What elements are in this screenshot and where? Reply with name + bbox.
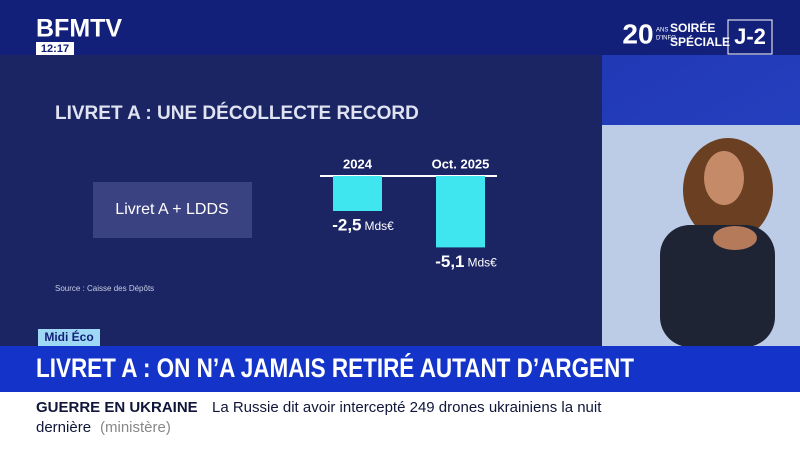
annotation-box xyxy=(93,182,252,238)
clock-box xyxy=(36,42,74,55)
chart-panel xyxy=(0,55,602,347)
value-label: -2,5 xyxy=(332,215,361,234)
anniversary-text: D'INFO xyxy=(656,36,676,42)
value-unit: Mds€ xyxy=(468,256,498,270)
ticker-band xyxy=(0,392,800,450)
tag: Midi Éco xyxy=(44,329,93,344)
anniversary-text: ANS xyxy=(656,28,668,34)
channel-logo: BFMTV xyxy=(36,15,122,43)
ticker-text: dernière xyxy=(36,419,91,436)
headline: LIVRET A : ON N’A JAMAIS RETIRÉ AUTANT D… xyxy=(36,352,634,383)
tag-box xyxy=(38,329,100,346)
ticker-note: (ministère) xyxy=(100,419,171,436)
bar xyxy=(436,176,485,248)
anniversary-number: 20 xyxy=(622,18,653,49)
top-band xyxy=(0,0,800,55)
value-label: -5,1 xyxy=(435,252,464,271)
event-title: SOIRÉE xyxy=(670,20,715,35)
ticker-text: La Russie dit avoir intercepté 249 drone… xyxy=(212,399,602,416)
countdown: J-2 xyxy=(734,24,766,49)
annotation: Livret A + LDDS xyxy=(115,201,228,218)
category-label: 2024 xyxy=(343,156,373,171)
chart-title: LIVRET A : UNE DÉCOLLECTE RECORD xyxy=(55,102,419,124)
clock: 12:17 xyxy=(41,43,69,55)
bar xyxy=(333,176,382,211)
event-title: SPÉCIALE xyxy=(670,34,730,49)
category-label: Oct. 2025 xyxy=(432,156,490,171)
countdown-box xyxy=(727,19,773,55)
value-unit: Mds€ xyxy=(365,219,395,233)
signer xyxy=(660,138,775,347)
source: Source : Caisse des Dépôts xyxy=(55,284,154,293)
ticker-topic: GUERRE EN UKRAINE xyxy=(36,399,198,416)
headline-band xyxy=(0,346,800,392)
